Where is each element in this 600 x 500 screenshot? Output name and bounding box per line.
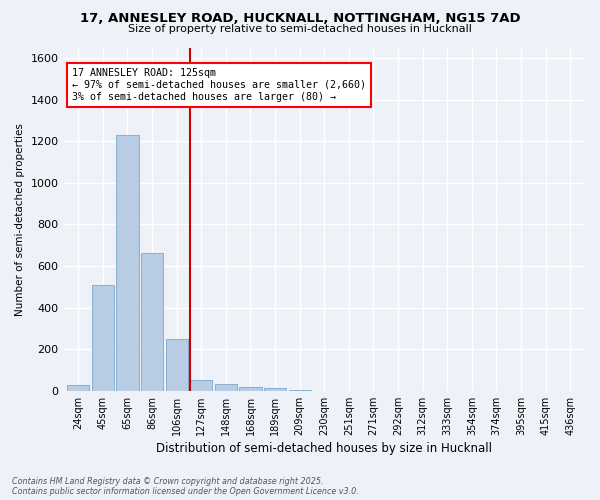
Text: 17 ANNESLEY ROAD: 125sqm
← 97% of semi-detached houses are smaller (2,660)
3% of: 17 ANNESLEY ROAD: 125sqm ← 97% of semi-d… — [72, 68, 366, 102]
Text: Size of property relative to semi-detached houses in Hucknall: Size of property relative to semi-detach… — [128, 24, 472, 34]
Bar — [92, 284, 114, 391]
Text: 17, ANNESLEY ROAD, HUCKNALL, NOTTINGHAM, NG15 7AD: 17, ANNESLEY ROAD, HUCKNALL, NOTTINGHAM,… — [80, 12, 520, 26]
Bar — [67, 384, 89, 391]
Bar — [264, 388, 286, 391]
Y-axis label: Number of semi-detached properties: Number of semi-detached properties — [15, 122, 25, 316]
Bar — [239, 386, 262, 391]
Bar — [215, 384, 237, 391]
Bar — [289, 390, 311, 391]
Bar — [190, 380, 212, 391]
Bar — [141, 254, 163, 391]
Text: Contains HM Land Registry data © Crown copyright and database right 2025.
Contai: Contains HM Land Registry data © Crown c… — [12, 476, 359, 496]
Bar — [116, 135, 139, 391]
X-axis label: Distribution of semi-detached houses by size in Hucknall: Distribution of semi-detached houses by … — [156, 442, 492, 455]
Bar — [166, 339, 188, 391]
